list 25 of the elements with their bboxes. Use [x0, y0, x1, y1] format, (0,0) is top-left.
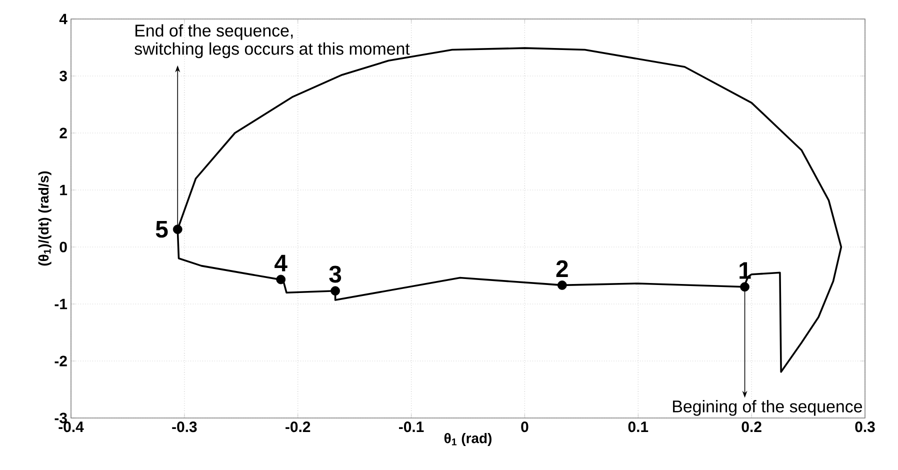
y-tick-label: -1 [54, 298, 68, 310]
x-tick-label: -0.1 [398, 422, 424, 432]
x-tick-label: 0.1 [628, 422, 648, 432]
annotation: 2 [556, 260, 568, 277]
annotation: 4 [274, 254, 288, 272]
x-tick-label: 0.3 [855, 422, 875, 432]
annotation: 3 [329, 266, 342, 283]
annotation: Begining of the sequence [673, 400, 862, 416]
annotation: switching legs occurs at this moment [134, 42, 410, 58]
x-tick-label: -0.2 [286, 422, 310, 432]
x-tick-label: -0.4 [58, 422, 84, 432]
y-tick-label: -3 [54, 412, 67, 424]
y-tick-label: -2 [54, 356, 67, 366]
x-tick-label: 0 [521, 422, 528, 432]
x-tick-label: 0.2 [742, 422, 762, 432]
annotation: 5 [156, 220, 168, 238]
y-tick-label: 1 [60, 184, 68, 196]
y-tick-label: 3 [60, 70, 67, 82]
x-axis-title: θ$_{1}$ (rad) [444, 432, 492, 446]
y-axis-title: (θ$_{1}$)/(dt) (rad/s) [38, 171, 52, 266]
y-tick-label: 2 [60, 128, 67, 138]
x-tick-label: -0.3 [172, 422, 197, 432]
annotation: End of the sequence, [136, 24, 293, 40]
y-tick-label: 4 [59, 14, 68, 24]
y-tick-label: 0 [60, 242, 67, 252]
